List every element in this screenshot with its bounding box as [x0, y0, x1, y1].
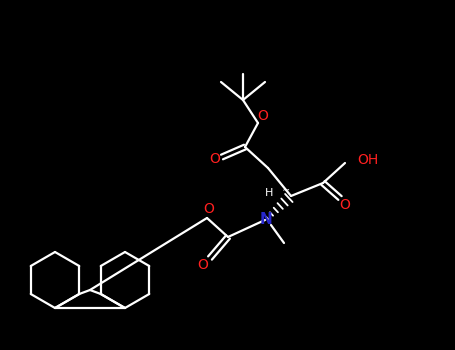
Text: H: H — [265, 188, 273, 198]
Text: O: O — [197, 258, 208, 272]
Text: N: N — [260, 211, 273, 226]
Text: O: O — [210, 152, 220, 166]
Text: ⁗: ⁗ — [283, 188, 289, 198]
Text: O: O — [203, 202, 214, 216]
Text: O: O — [339, 198, 350, 212]
Text: OH: OH — [357, 153, 378, 167]
Text: O: O — [258, 109, 268, 123]
